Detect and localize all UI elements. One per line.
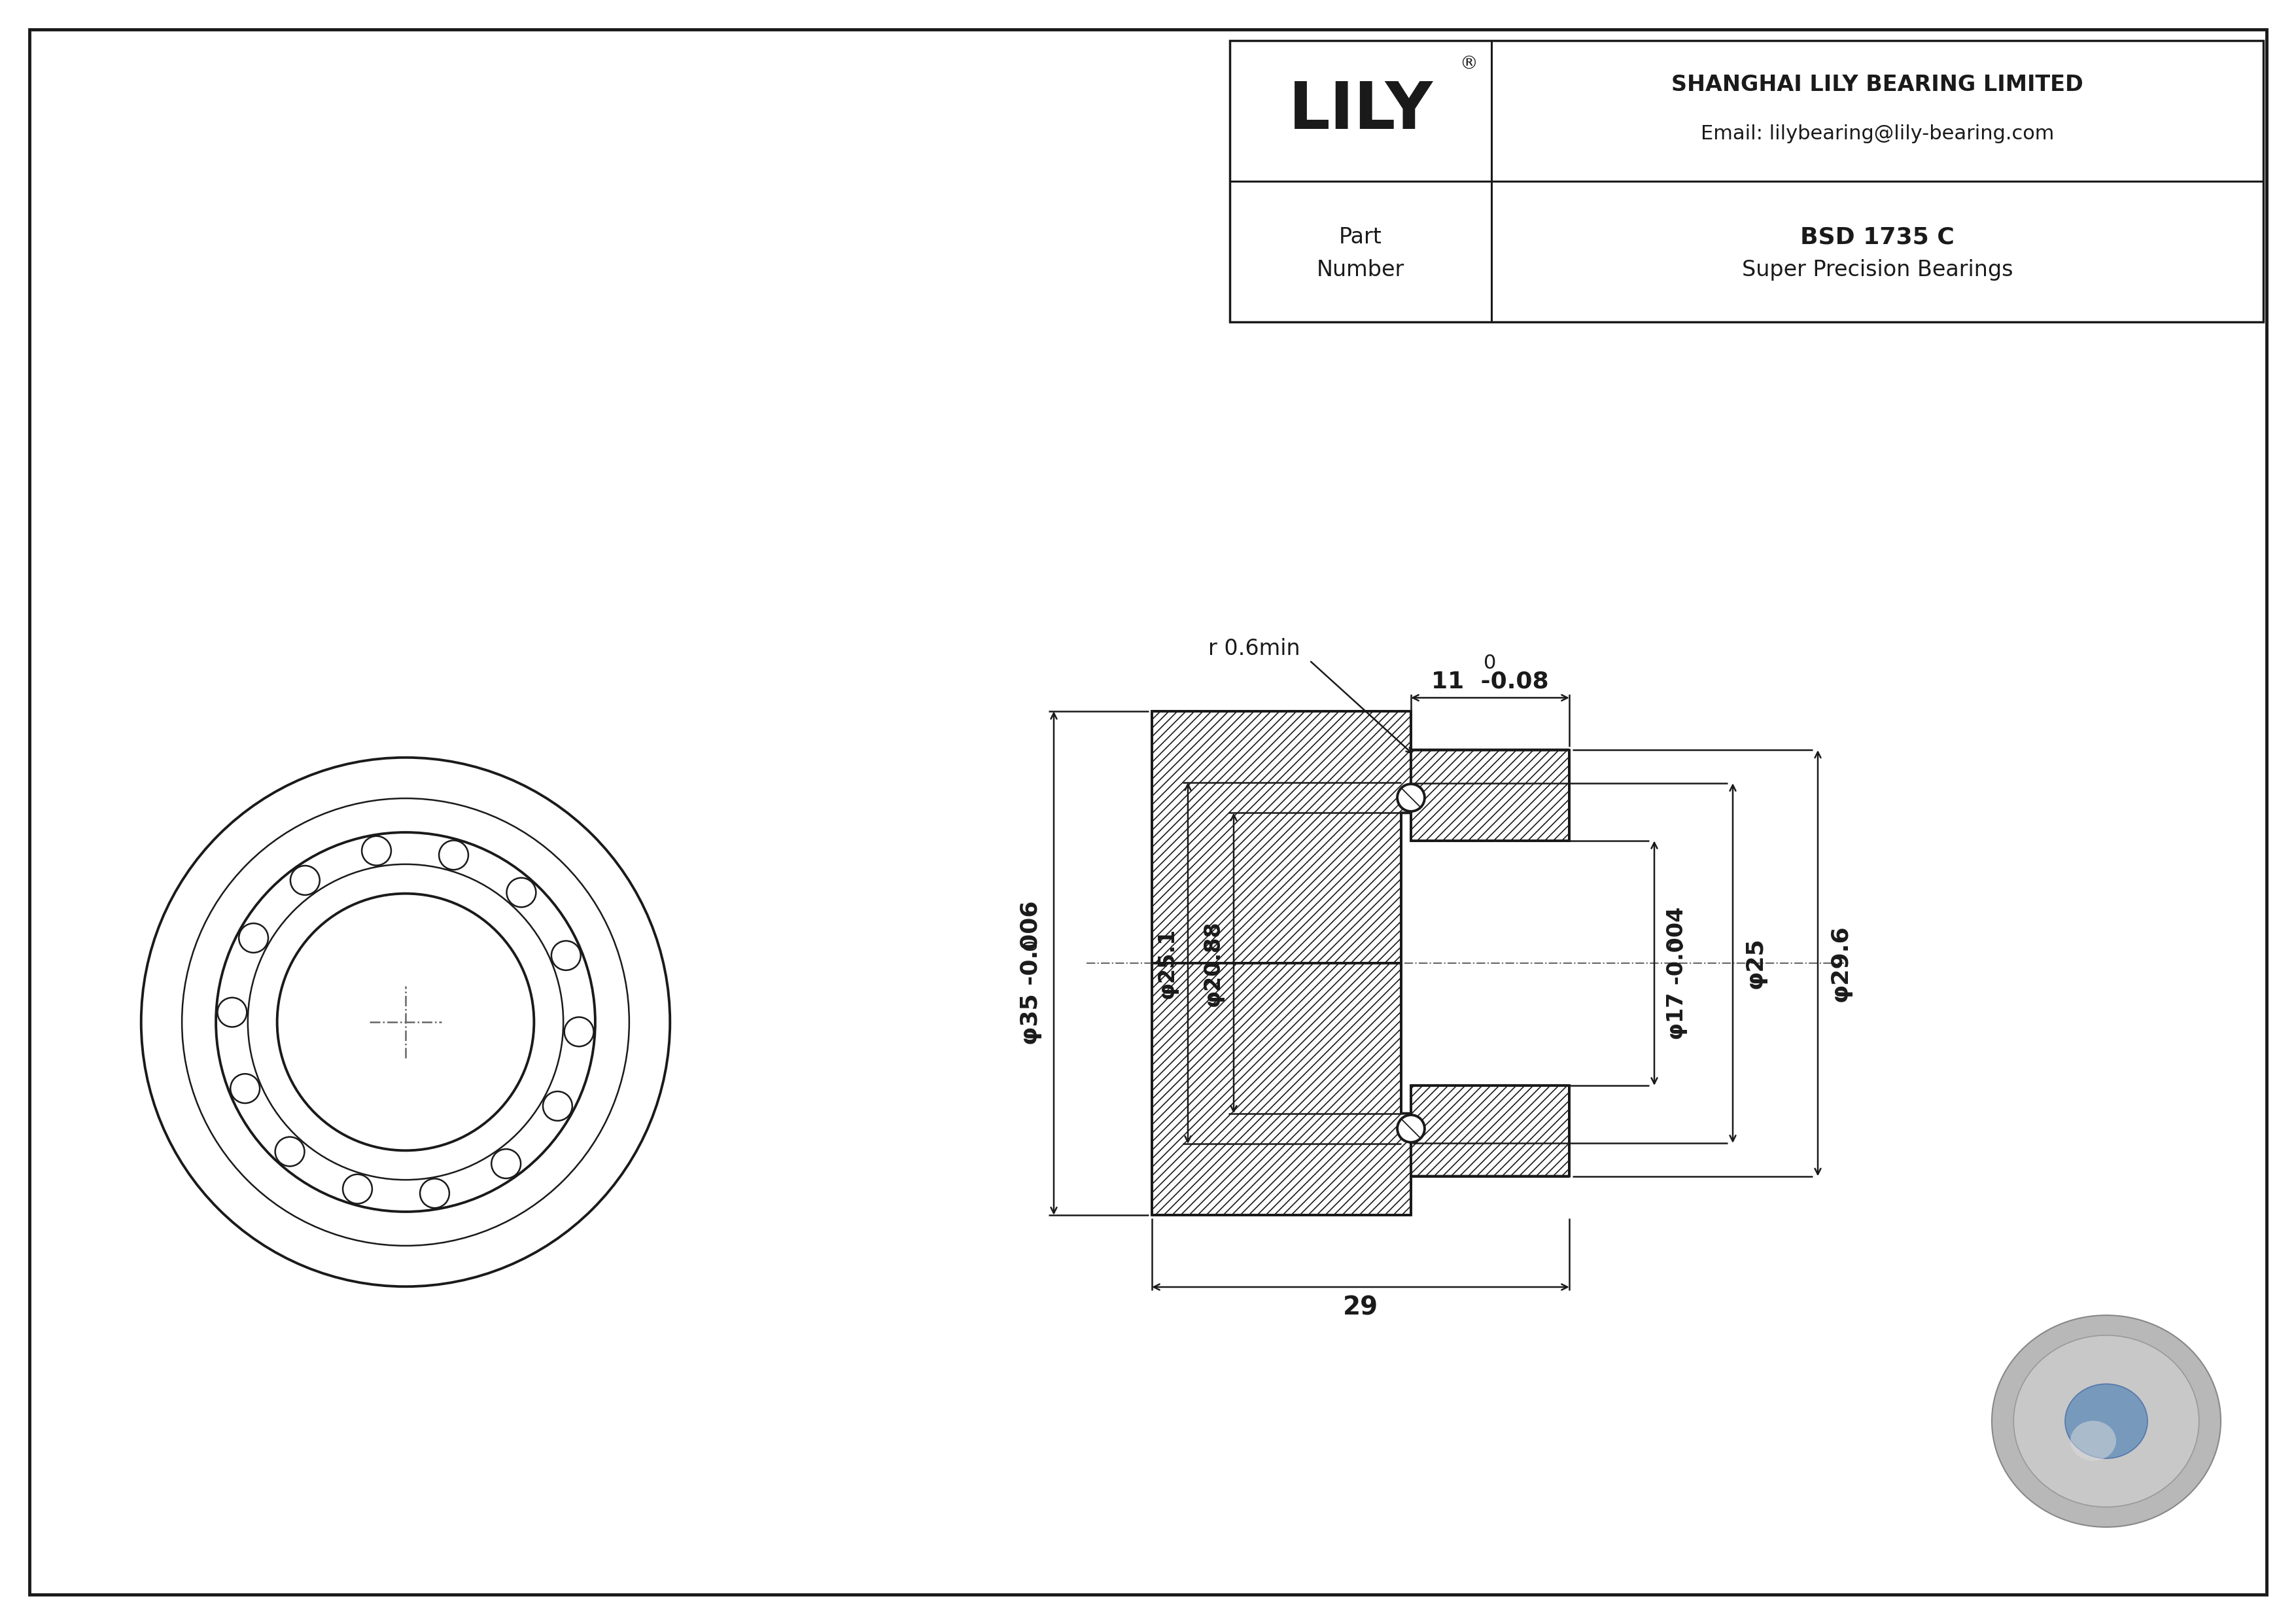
- Ellipse shape: [1993, 1315, 2220, 1527]
- Text: φ25.1: φ25.1: [1157, 927, 1178, 999]
- Circle shape: [216, 833, 595, 1212]
- Circle shape: [218, 997, 246, 1026]
- Text: BSD 1735 C: BSD 1735 C: [1800, 226, 1954, 248]
- Text: Part: Part: [1339, 226, 1382, 248]
- Text: Email: lilybearing@lily-bearing.com: Email: lilybearing@lily-bearing.com: [1701, 125, 2055, 143]
- Text: φ35 -0.006: φ35 -0.006: [1019, 901, 1042, 1046]
- Polygon shape: [1153, 711, 1417, 963]
- Text: ®: ®: [1460, 55, 1479, 73]
- Text: φ25: φ25: [1745, 937, 1768, 989]
- Circle shape: [542, 1091, 572, 1121]
- Circle shape: [551, 940, 581, 970]
- Text: 0: 0: [1667, 939, 1685, 950]
- Ellipse shape: [2014, 1335, 2200, 1507]
- Circle shape: [363, 836, 390, 866]
- Text: 0: 0: [1483, 654, 1497, 672]
- Text: LILY: LILY: [1288, 80, 1433, 143]
- Circle shape: [239, 924, 269, 953]
- Text: r 0.6min: r 0.6min: [1208, 638, 1300, 659]
- Circle shape: [140, 757, 670, 1286]
- Circle shape: [565, 1017, 595, 1046]
- Text: SHANGHAI LILY BEARING LIMITED: SHANGHAI LILY BEARING LIMITED: [1671, 75, 2082, 96]
- Ellipse shape: [2064, 1384, 2147, 1458]
- Circle shape: [420, 1179, 450, 1208]
- Polygon shape: [1405, 750, 1568, 841]
- Circle shape: [1398, 784, 1424, 812]
- Circle shape: [230, 1073, 259, 1103]
- Circle shape: [289, 866, 319, 895]
- Circle shape: [491, 1150, 521, 1179]
- Bar: [1231, 41, 2264, 322]
- Text: 11  -0.08: 11 -0.08: [1430, 671, 1550, 692]
- Polygon shape: [1153, 963, 1417, 1215]
- Text: 0: 0: [1022, 939, 1040, 950]
- Circle shape: [439, 840, 468, 870]
- Text: φ17 -0.004: φ17 -0.004: [1667, 906, 1688, 1039]
- Text: 29: 29: [1343, 1294, 1378, 1320]
- Ellipse shape: [2071, 1421, 2117, 1462]
- Text: φ20.88: φ20.88: [1203, 921, 1224, 1007]
- Polygon shape: [1405, 1085, 1568, 1176]
- Circle shape: [342, 1174, 372, 1203]
- Text: Number: Number: [1316, 260, 1405, 281]
- Text: φ29.6: φ29.6: [1830, 924, 1853, 1002]
- Circle shape: [278, 893, 535, 1150]
- Circle shape: [507, 879, 535, 908]
- Circle shape: [1398, 1116, 1424, 1142]
- Text: Super Precision Bearings: Super Precision Bearings: [1743, 260, 2014, 281]
- Circle shape: [276, 1137, 305, 1166]
